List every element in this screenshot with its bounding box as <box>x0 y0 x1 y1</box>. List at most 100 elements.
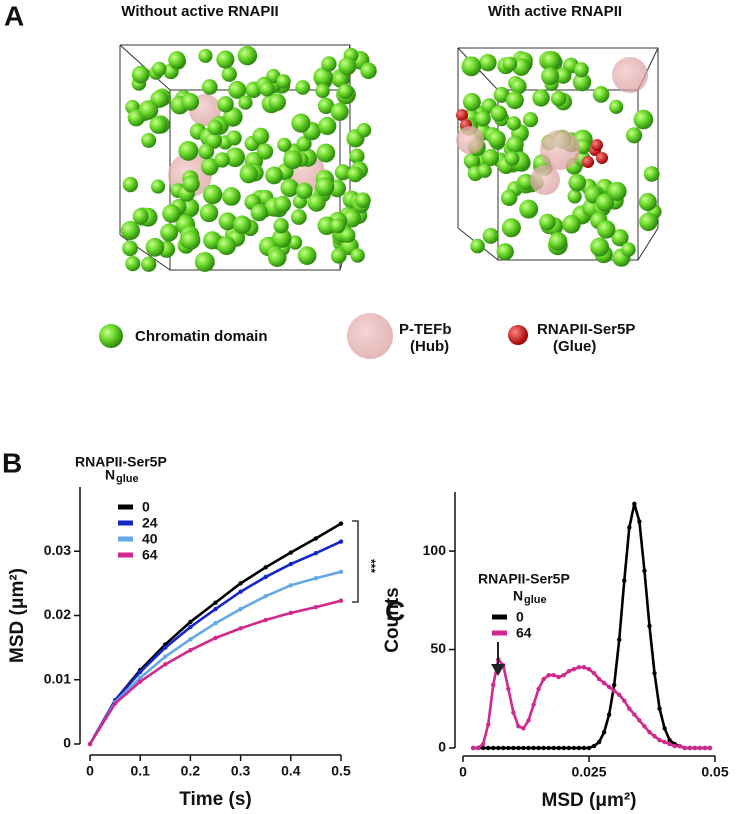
chromatin-sphere <box>149 116 168 134</box>
data-point <box>556 674 561 680</box>
chromatin-sphere <box>461 56 482 77</box>
data-point <box>687 745 692 751</box>
chromatin-sphere <box>316 143 336 163</box>
chromatin-sphere <box>214 152 230 168</box>
x-tick-label: 0.3 <box>231 763 251 779</box>
data-point <box>642 724 647 729</box>
chromatin-sphere <box>542 51 561 70</box>
data-point <box>138 669 143 675</box>
significance-label: *** <box>364 559 378 573</box>
chromatin-sphere <box>347 166 364 183</box>
data-point <box>536 686 541 692</box>
data-point <box>596 739 602 745</box>
chromatin-sphere <box>334 164 351 181</box>
data-point <box>571 745 577 751</box>
data-point <box>313 604 319 610</box>
chromatin-sphere <box>479 53 497 72</box>
chromatin-sphere <box>609 99 624 114</box>
chromatin-sphere <box>273 195 292 214</box>
data-point <box>521 745 526 751</box>
chromatin-sphere <box>496 243 514 261</box>
chromatin-sphere <box>132 208 149 225</box>
glue-sphere <box>591 139 603 151</box>
chromatin-sphere <box>207 119 223 135</box>
chromatin-sphere <box>238 95 253 110</box>
chromatin-sphere <box>548 232 568 251</box>
data-point <box>475 745 481 751</box>
y-tick-label: 0.01 <box>44 670 71 686</box>
chromatin-sphere <box>568 173 587 192</box>
chromatin-sphere <box>550 90 567 107</box>
glue-sphere <box>582 156 594 168</box>
arrow-head <box>491 664 505 676</box>
y-tick-label: 100 <box>423 542 447 558</box>
data-point <box>581 745 587 751</box>
chromatin-sphere <box>203 231 222 250</box>
data-point <box>288 610 293 616</box>
data-point <box>238 581 243 586</box>
chromatin-sphere <box>256 143 274 160</box>
chromatin-sphere <box>463 152 481 170</box>
chromatin-sphere <box>555 67 572 84</box>
chromatin-sphere <box>202 184 223 205</box>
data-point <box>313 550 319 556</box>
data-point <box>531 745 536 751</box>
data-point <box>288 561 293 567</box>
chromatin-sphere <box>355 192 371 209</box>
data-point <box>486 722 491 727</box>
chromatin-sphere <box>178 140 199 161</box>
chromatin-sphere <box>226 130 242 146</box>
chromatin-sphere <box>273 217 289 234</box>
data-point <box>586 745 592 751</box>
chromatin-sphere <box>487 130 506 148</box>
chromatin-sphere <box>562 214 581 234</box>
data-point <box>617 692 622 698</box>
data-point <box>521 726 526 731</box>
chromatin-sphere <box>462 92 481 111</box>
data-point <box>338 598 344 603</box>
chromatin-sphere <box>360 62 377 80</box>
data-point <box>556 745 561 751</box>
chromatin-sphere <box>221 66 237 82</box>
chromatin-sphere <box>340 227 356 243</box>
chromatin-sphere <box>541 67 560 86</box>
data-point <box>526 745 531 751</box>
data-point <box>188 624 193 630</box>
chromatin-sphere <box>481 148 500 167</box>
data-point <box>516 724 521 729</box>
data-point <box>546 745 551 751</box>
x-tick-label: 0 <box>459 764 467 780</box>
chromatin-sphere <box>572 72 592 92</box>
legend-subtitle-sub: glue <box>524 594 547 606</box>
chromatin-sphere <box>198 143 215 160</box>
data-point <box>516 745 521 751</box>
chromatin-sphere <box>501 218 521 238</box>
data-point <box>667 737 672 743</box>
data-point <box>652 733 657 739</box>
data-point <box>551 672 556 678</box>
chromatin-sphere <box>517 173 534 191</box>
chromatin-sphere <box>291 113 311 133</box>
panel-title: Without active RNAPII <box>121 3 278 20</box>
chromatin-sphere <box>199 203 219 223</box>
box-edge <box>497 89 639 261</box>
panel-letter: B <box>2 447 22 478</box>
panel-a: A Without active RNAPII With active RNAP… <box>4 0 662 359</box>
chromatin-sphere <box>470 238 485 254</box>
chromatin-sphere <box>122 176 139 193</box>
chromatin-sphere <box>200 157 219 176</box>
data-point <box>672 743 677 749</box>
chromatin-sphere <box>181 230 201 250</box>
data-point <box>506 686 511 692</box>
data-point <box>596 676 602 682</box>
chromatin-sphere <box>519 199 539 219</box>
data-point <box>163 645 168 650</box>
x-tick-label: 0.05 <box>701 764 728 780</box>
data-point <box>511 710 516 715</box>
chromatin-sphere <box>216 50 235 69</box>
x-axis-title: MSD (μm²) <box>542 790 637 811</box>
data-point <box>288 550 293 555</box>
chromatin-sphere <box>315 177 335 197</box>
data-point <box>511 745 516 751</box>
series-line <box>88 570 342 745</box>
